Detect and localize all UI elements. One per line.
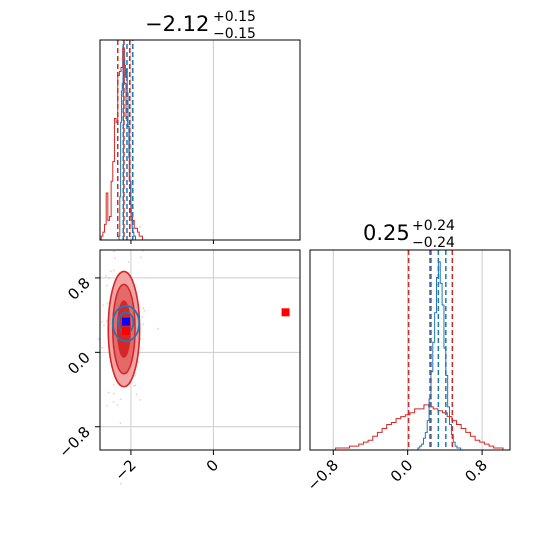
sample-point	[105, 284, 108, 287]
sample-point	[116, 403, 119, 406]
sample-point	[109, 270, 112, 273]
sample-point	[142, 307, 145, 310]
p2-hist-blue	[416, 261, 465, 451]
p1-title-minus: −0.15	[213, 26, 256, 42]
sample-point	[139, 226, 141, 228]
sample-point	[133, 374, 136, 377]
x-tick-label-p2-2: 0.8	[461, 456, 491, 486]
sample-point	[120, 398, 122, 401]
frames-layer	[99, 39, 511, 451]
y-tick-label-p2-1: 0.0	[64, 348, 94, 378]
sample-point	[142, 323, 145, 326]
p1-title-value: −2.12	[145, 12, 209, 36]
y-tick-label-p2-0: 0.8	[64, 274, 94, 304]
sample-point	[114, 257, 117, 259]
sample-point	[106, 405, 108, 408]
sample-point	[79, 284, 82, 286]
red-square-marker	[281, 308, 290, 317]
sample-point	[140, 256, 142, 259]
p2-title-plus: +0.24	[412, 218, 455, 234]
blue-truth-marker	[121, 317, 130, 326]
y-tick-label-p2-2: −0.8	[55, 423, 93, 461]
contour-blue-0	[111, 304, 141, 343]
p1-title: −2.12	[145, 12, 209, 36]
p1-title-plus: +0.15	[213, 9, 256, 25]
data-layer	[79, 40, 508, 485]
p2-title-value: 0.25	[363, 221, 410, 245]
sample-point	[137, 361, 140, 363]
sample-point	[133, 384, 135, 387]
p2-title-minus: −0.24	[412, 235, 455, 251]
x-tick-label-p1-1: 0	[203, 456, 222, 475]
panel-p2-hist-frame	[309, 249, 511, 451]
sample-point	[103, 324, 105, 326]
panel-2d-frame	[99, 249, 301, 451]
sample-point	[101, 304, 104, 306]
red-truth-marker	[121, 326, 130, 335]
sample-point	[134, 384, 137, 387]
x-tick-label-p2-0: −0.8	[304, 456, 342, 494]
sample-point	[119, 422, 122, 425]
p1-hist-red	[100, 47, 148, 241]
sample-point	[108, 277, 110, 280]
sample-point	[141, 315, 144, 318]
p2-title: 0.25	[363, 221, 410, 245]
sample-point	[112, 401, 115, 404]
sample-point	[101, 320, 104, 323]
sample-point	[104, 274, 107, 277]
panel-p1-hist-frame	[99, 39, 301, 241]
sample-point	[101, 346, 104, 349]
sample-point	[112, 392, 115, 395]
sample-point	[120, 482, 122, 485]
sample-point	[127, 261, 130, 263]
sample-point	[112, 383, 115, 386]
sample-point	[135, 393, 138, 395]
x-tick-label-p2-1: 0.0	[387, 456, 417, 486]
sample-point	[157, 327, 159, 330]
p2-hist-red	[312, 404, 508, 451]
x-tick-label-p1-0: −2	[111, 456, 139, 484]
sample-point	[97, 338, 100, 341]
sample-point	[106, 302, 109, 305]
sample-point	[112, 269, 115, 272]
sample-point	[143, 309, 146, 312]
sample-point	[105, 320, 108, 322]
sample-point	[139, 399, 141, 401]
sample-point	[113, 250, 115, 253]
sample-point	[107, 391, 110, 394]
